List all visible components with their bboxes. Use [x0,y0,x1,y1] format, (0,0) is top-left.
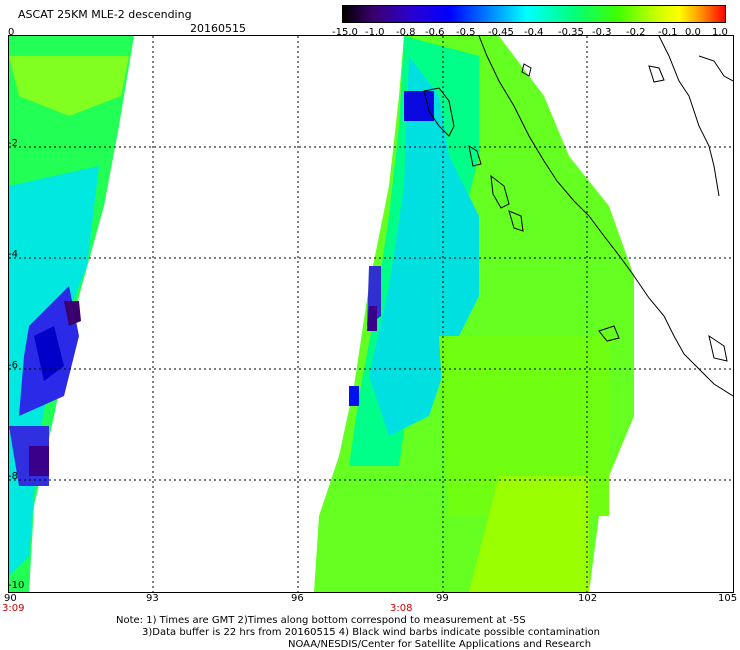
pass-time: 3:09 [2,603,25,614]
y-tick-label: -6 [8,360,18,371]
graticule [9,36,733,592]
map-date: 20160515 [190,22,246,35]
x-tick-label: 102 [578,593,598,604]
colorbar-label: -0.4 [524,27,544,38]
coastline [423,36,733,397]
colorbar [342,5,726,23]
colorbar-label: -0.45 [488,27,514,38]
right-swath [314,36,634,592]
note-line: Note: 1) Times are GMT 2)Times along bot… [116,615,526,626]
y-tick-label: -2 [8,138,18,149]
colorbar-label: -0.35 [558,27,584,38]
note-line: 3)Data buffer is 22 hrs from 20160515 4)… [142,627,600,638]
x-tick-label: 99 [436,593,449,604]
colorbar-label: -15.0 [332,27,358,38]
x-tick-label: 90 [4,593,17,604]
colorbar-label: -0.8 [396,27,416,38]
colorbar-label: -1.0 [365,27,385,38]
map-title: ASCAT 25KM MLE-2 descending [18,8,192,21]
colorbar-label: 0.0 [685,27,701,38]
left-swath [9,36,134,592]
x-tick-label: 96 [291,593,304,604]
colorbar-label: -0.3 [592,27,612,38]
y-tick-label: -4 [8,249,18,260]
note-line: NOAA/NESDIS/Center for Satellite Applica… [288,639,592,650]
colorbar-label: -0.6 [425,27,445,38]
x-tick-label: 105 [718,593,738,604]
colorbar-label: -0.1 [658,27,678,38]
pass-time: 3:08 [390,603,413,614]
x-tick-label: 93 [146,593,159,604]
colorbar-label: 1.0 [712,27,728,38]
y-tick-label: -8 [8,471,18,482]
colorbar-label: -0.5 [456,27,476,38]
y-tick-label: 0 [8,27,15,38]
wind-map[interactable] [8,35,734,593]
y-tick-label: -10 [8,580,25,591]
colorbar-label: -0.2 [626,27,646,38]
